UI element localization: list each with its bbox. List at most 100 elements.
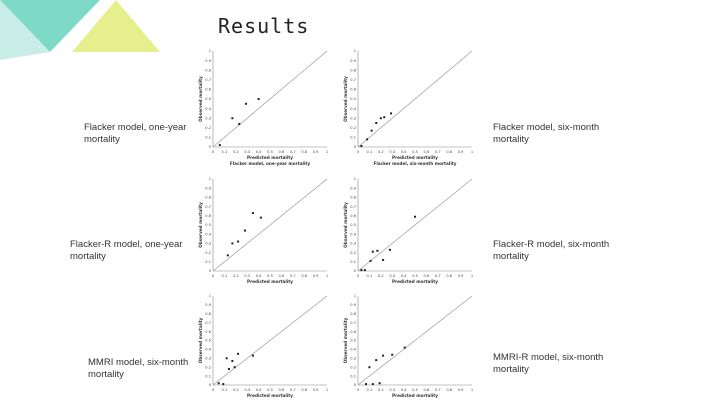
y-axis-label: Observed mortality [198, 202, 203, 248]
x-tick-label: 0.7 [435, 150, 441, 154]
data-point [371, 250, 374, 253]
label-flacker-one-year: Flacker model, one-year mortality [84, 122, 187, 145]
y-tick-label: 0.8 [350, 68, 356, 72]
data-point [237, 352, 240, 355]
x-tick-label: 0.2 [233, 388, 239, 392]
x-tick-label: 0 [212, 274, 215, 278]
y-tick-label: 0.5 [350, 223, 356, 227]
x-tick-label: 0.2 [233, 274, 239, 278]
y-tick-label: 0.5 [205, 223, 211, 227]
x-tick-label: 0.5 [412, 274, 418, 278]
x-tick-label: 0.8 [301, 388, 307, 392]
y-tick-label: 1 [209, 177, 211, 181]
x-tick-label: 0.6 [279, 150, 285, 154]
x-tick-label: 0.3 [389, 388, 395, 392]
x-tick-label: 0.7 [290, 274, 296, 278]
deco-yellow-triangle [72, 0, 160, 52]
data-point [259, 216, 262, 219]
x-tick-label: 0.3 [244, 150, 250, 154]
y-axis-label: Observed mortality [343, 76, 348, 122]
x-tick-label: 0 [357, 274, 360, 278]
x-axis-label: Predicted mortality [392, 279, 438, 284]
data-point [382, 258, 385, 261]
x-tick-label: 0.1 [367, 274, 373, 278]
y-tick-label: 0.4 [205, 232, 211, 236]
x-axis-label: Predicted mortality [247, 279, 293, 284]
y-tick-label: 0.6 [350, 88, 356, 92]
calibration-plot: 00 0.1 0.1 0.2 0.2 0.3 0.3 0.4 0.4 0.5 0.5 0.6 0.6 0.… [343, 177, 473, 284]
y-tick-label: 0.9 [205, 59, 211, 63]
x-tick-label: 0.6 [424, 150, 430, 154]
x-axis-label: Predicted mortality [392, 393, 438, 398]
y-tick-label: 0.3 [350, 116, 356, 120]
label-flacker-r-six-month: Flacker-R model, six-month mortality [493, 239, 610, 262]
data-point [364, 383, 367, 386]
plot-subtitle: Flacker model, one-year mortality [230, 161, 311, 166]
x-tick-label: 0.1 [222, 388, 228, 392]
x-tick-label: 0.1 [367, 150, 373, 154]
y-tick-label: 0.9 [350, 186, 356, 190]
data-point [360, 145, 363, 148]
y-tick-label: 0.7 [205, 205, 211, 209]
x-tick-label: 0.9 [458, 274, 464, 278]
x-axis-label: Predicted mortality [392, 155, 438, 160]
plot-flacker-r-six-month: 0 0 0.1 0.1 0.2 0.2 0.3 0.3 0.4 0.4 0.5 0.5 0.6 0.6 0.… [342, 173, 482, 291]
data-point [237, 240, 240, 243]
x-tick-label: 0.8 [446, 150, 452, 154]
y-tick-label: 0.6 [205, 214, 211, 218]
y-tick-label: 0.6 [350, 214, 356, 218]
data-point [231, 359, 234, 362]
y-tick-label: 0.9 [205, 303, 211, 307]
x-tick-label: 1 [326, 274, 328, 278]
x-tick-label: 0.9 [458, 150, 464, 154]
data-point [251, 354, 254, 357]
diagonal-line [357, 178, 473, 272]
data-point [218, 144, 221, 147]
x-tick-label: 0 [212, 388, 215, 392]
calibration-plot: 00 0.1 0.1 0.2 0.2 0.3 0.3 0.4 0.4 0.5 0.5 0.6 0.6 0.… [343, 294, 473, 398]
y-tick-label: 0.4 [205, 348, 211, 352]
label-mmri-six-month: MMRI model, six-month mortality [88, 357, 189, 380]
x-tick-label: 0.4 [256, 150, 262, 154]
x-tick-label: 0.7 [435, 388, 441, 392]
x-tick-label: 0.2 [378, 274, 384, 278]
data-point [217, 382, 220, 385]
x-tick-label: 0.5 [267, 150, 273, 154]
diagonal-line [357, 50, 473, 148]
y-tick-label: 0.1 [205, 136, 211, 140]
x-axis-label: Predicted mortality [247, 393, 293, 398]
y-tick-label: 0 [209, 145, 212, 149]
y-tick-label: 0.1 [350, 260, 356, 264]
x-tick-label: 0.7 [290, 388, 296, 392]
x-tick-label: 0.5 [412, 150, 418, 154]
y-tick-label: 0 [354, 383, 357, 387]
x-tick-label: 0.6 [279, 274, 285, 278]
y-tick-label: 0.2 [205, 365, 211, 369]
x-tick-label: 1 [326, 388, 328, 392]
data-point [378, 382, 381, 385]
data-point [251, 212, 254, 215]
y-tick-label: 0.4 [205, 107, 211, 111]
deco-teal-triangle [0, 0, 100, 52]
data-point [222, 383, 225, 386]
y-tick-label: 0.6 [205, 88, 211, 92]
y-tick-label: 0 [354, 145, 357, 149]
data-point [227, 367, 230, 370]
data-point [369, 259, 372, 262]
plot-flacker-r-one-year: 0 0 0.1 0.1 0.2 0.2 0.3 0.3 0.4 0.4 0.5 0.5 0.6 0.6 0.… [197, 173, 337, 291]
data-point [363, 269, 366, 272]
y-axis-label: Observed mortality [198, 76, 203, 122]
label-flacker-r-one-year: Flacker-R model, one-year mortality [70, 239, 183, 262]
x-tick-label: 1 [326, 150, 328, 154]
data-point [238, 122, 241, 125]
y-tick-label: 0.3 [205, 242, 211, 246]
y-tick-label: 0.9 [350, 59, 356, 63]
data-point [414, 215, 416, 218]
y-tick-label: 1 [209, 294, 211, 298]
x-tick-label: 1 [471, 274, 473, 278]
data-point [360, 269, 363, 272]
y-tick-label: 1 [209, 49, 211, 53]
data-point [375, 359, 378, 362]
corner-decoration [0, 0, 160, 60]
data-point [366, 138, 369, 141]
